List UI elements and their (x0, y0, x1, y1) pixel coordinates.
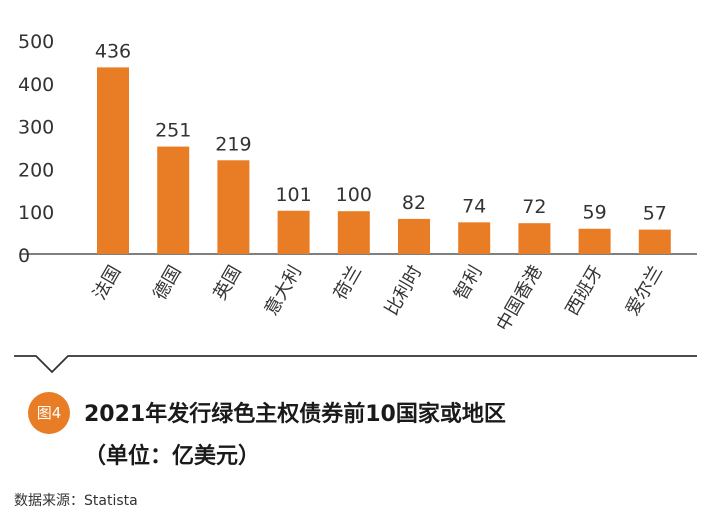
bar-value-label: 219 (215, 133, 251, 155)
category-label: 智利 (450, 262, 486, 304)
category-label: 德国 (149, 262, 185, 304)
y-tick-label: 500 (18, 31, 54, 53)
category-label: 比利时 (381, 262, 426, 319)
y-tick-label: 0 (18, 245, 30, 267)
bar-value-label: 251 (155, 120, 191, 142)
bar (638, 229, 671, 254)
y-tick-label: 300 (18, 117, 54, 139)
category-label: 英国 (210, 262, 246, 304)
bar (337, 211, 370, 254)
divider-line (14, 355, 697, 374)
bars: 436 法国 251 德国 219 英国 101 意大利 100 荷兰 82 比利时 74 智利 72 中国香… (89, 40, 671, 335)
bar-value-label: 57 (643, 203, 667, 225)
bar (217, 160, 250, 254)
bar-value-label: 82 (402, 192, 426, 214)
bar-value-label: 436 (95, 40, 131, 62)
category-label: 意大利 (261, 262, 306, 319)
category-label: 西班牙 (562, 262, 607, 319)
y-tick-label: 100 (18, 202, 54, 224)
bar (518, 223, 551, 254)
category-label: 法国 (89, 262, 125, 304)
category-label: 荷兰 (330, 262, 366, 304)
figure-badge: 图4 (28, 392, 70, 434)
bar-value-label: 59 (583, 202, 607, 224)
bar (458, 222, 491, 254)
bar (97, 67, 129, 254)
bar-value-label: 74 (462, 195, 486, 217)
bar (398, 218, 430, 254)
bar-value-label: 100 (336, 184, 372, 206)
data-source: 数据来源：Statista (14, 493, 138, 509)
bar (157, 146, 190, 254)
y-tick-label: 400 (18, 74, 54, 96)
bar (578, 228, 611, 254)
y-axis: 0 100 200 300 400 500 (18, 31, 697, 267)
bar-chart: 0 100 200 300 400 500 436 法国 251 德国 219 英国 101 意大利 10… (18, 31, 697, 335)
y-tick-label: 200 (18, 159, 54, 181)
category-label: 中国香港 (493, 262, 547, 335)
bar (277, 210, 310, 254)
bar-value-label: 72 (522, 196, 546, 218)
chart-title: 2021年发行绿色主权债券前10国家或地区 (84, 402, 506, 427)
bar-value-label: 101 (275, 184, 311, 206)
chart-unit: （单位：亿美元） (84, 444, 261, 469)
category-label: 爱尔兰 (622, 262, 667, 319)
